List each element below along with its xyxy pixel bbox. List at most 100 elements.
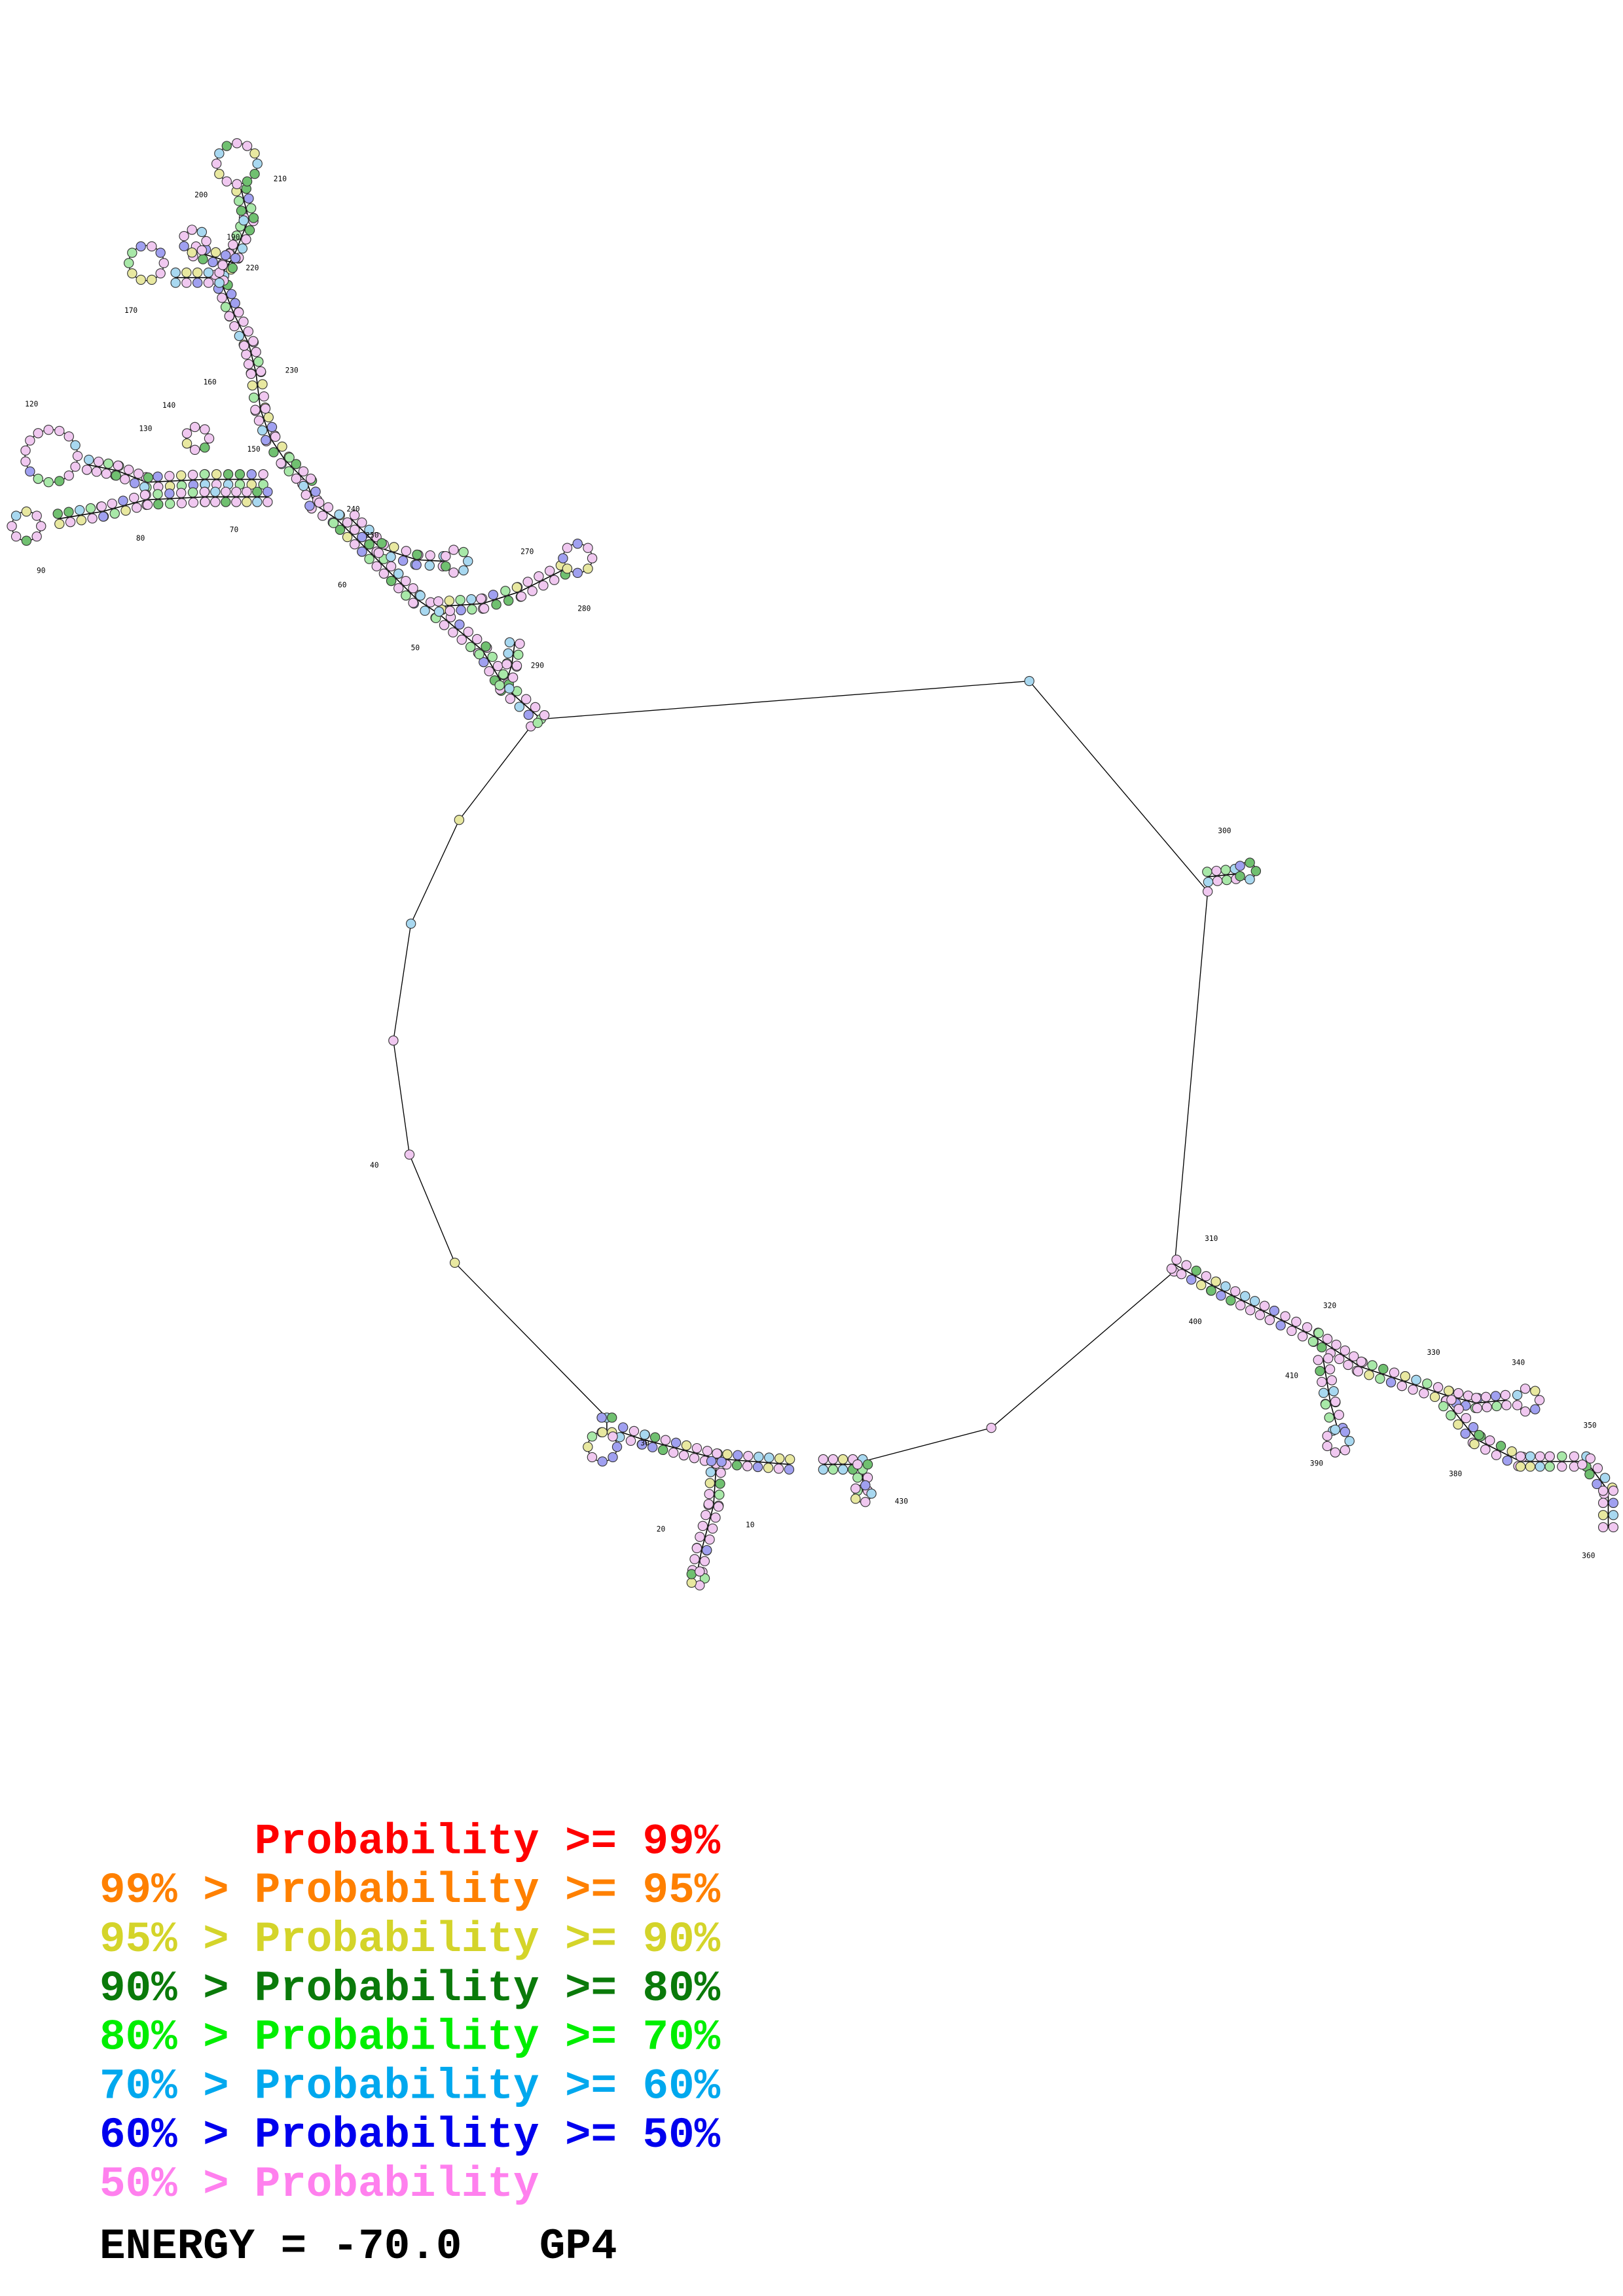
legend-range: Probability >= 70% bbox=[255, 2013, 721, 2062]
nucleotide bbox=[606, 1412, 617, 1423]
nucleotide bbox=[252, 486, 263, 497]
nucleotide bbox=[87, 513, 98, 524]
nucleotide bbox=[837, 1464, 848, 1475]
nucleotide bbox=[389, 542, 399, 552]
nucleotide bbox=[699, 1573, 710, 1584]
nucleotide bbox=[852, 1459, 863, 1470]
nucleotide bbox=[471, 634, 483, 645]
nucleotide bbox=[111, 470, 122, 481]
nucleotide bbox=[1608, 1510, 1618, 1520]
nucleotide bbox=[1429, 1391, 1440, 1403]
nucleotide bbox=[1191, 1265, 1201, 1276]
nucleotide bbox=[572, 538, 583, 549]
nucleotide bbox=[754, 1452, 764, 1462]
nucleotide bbox=[1385, 1377, 1396, 1388]
nucleotide bbox=[1460, 1428, 1470, 1439]
nucleotide bbox=[1597, 1522, 1609, 1533]
nucleotide bbox=[1446, 1410, 1456, 1421]
nucleotide bbox=[1340, 1427, 1351, 1437]
nucleotide bbox=[705, 1467, 716, 1477]
nucleotide bbox=[1495, 1441, 1506, 1451]
nucleotide bbox=[259, 391, 269, 402]
nucleotide bbox=[1520, 1384, 1531, 1394]
nucleotide bbox=[1592, 1463, 1603, 1473]
nucleotide bbox=[408, 598, 418, 608]
nucleotide bbox=[1324, 1412, 1334, 1423]
nucleotide bbox=[433, 596, 444, 607]
nucleotide bbox=[516, 591, 527, 602]
nucleotide bbox=[513, 649, 524, 660]
nucleotide bbox=[1535, 1462, 1545, 1472]
nucleotide bbox=[1480, 1444, 1491, 1455]
nucleotide bbox=[1608, 1522, 1618, 1533]
nucleotide bbox=[1491, 1401, 1502, 1412]
nucleotide bbox=[704, 1478, 716, 1488]
legend-prefix: 70% > bbox=[100, 2062, 229, 2111]
nucleotide bbox=[189, 444, 200, 456]
nucleotide bbox=[243, 326, 254, 337]
nucleotide bbox=[1330, 1424, 1341, 1435]
nucleotide bbox=[136, 241, 146, 252]
nucleotide bbox=[1411, 1374, 1421, 1386]
nucleotide bbox=[31, 511, 42, 521]
nucleotide bbox=[1446, 1395, 1457, 1405]
nucleotide bbox=[1280, 1311, 1290, 1321]
nucleotide bbox=[155, 247, 166, 258]
nucleotide bbox=[1520, 1406, 1531, 1417]
nucleotide bbox=[587, 1431, 598, 1442]
nucleotide bbox=[179, 230, 189, 242]
nucleotide bbox=[1245, 857, 1255, 868]
nucleotide bbox=[1569, 1451, 1580, 1462]
nucleotide bbox=[221, 497, 231, 507]
nucleotide bbox=[1597, 1510, 1609, 1520]
nucleotide bbox=[448, 545, 459, 555]
nucleotide bbox=[158, 258, 169, 268]
nucleotide bbox=[109, 508, 120, 519]
nucleotide bbox=[710, 1513, 721, 1523]
nucleotide bbox=[246, 203, 257, 213]
nucleotide bbox=[433, 606, 445, 617]
nucleotide bbox=[397, 556, 409, 566]
nucleotide bbox=[647, 1442, 658, 1452]
nucleotide bbox=[716, 1467, 726, 1478]
nucleotide bbox=[1472, 1403, 1482, 1414]
nucleotide bbox=[504, 637, 515, 648]
position-label: 40 bbox=[370, 1161, 378, 1170]
position-label: 330 bbox=[1427, 1348, 1440, 1357]
nucleotide bbox=[515, 638, 525, 649]
nucleotide bbox=[1438, 1401, 1449, 1412]
nucleotide bbox=[20, 445, 31, 456]
nucleotide bbox=[1535, 1451, 1545, 1462]
nucleotide bbox=[96, 501, 107, 512]
legend-range: Probability >= 99% bbox=[255, 1817, 721, 1866]
nucleotide bbox=[425, 550, 435, 561]
nucleotide bbox=[484, 666, 494, 677]
nucleotide bbox=[1482, 1402, 1492, 1412]
nucleotide bbox=[189, 422, 200, 433]
nucleotide bbox=[1254, 1310, 1266, 1320]
nucleotide bbox=[1356, 1356, 1367, 1367]
nucleotide bbox=[52, 509, 63, 519]
nucleotide bbox=[234, 469, 246, 480]
nucleotide bbox=[1474, 1429, 1484, 1441]
nucleotide bbox=[608, 1431, 618, 1442]
nucleotide bbox=[103, 458, 114, 469]
legend-range: Probability >= 80% bbox=[255, 1964, 721, 2013]
nucleotide bbox=[500, 586, 511, 596]
nucleotide bbox=[523, 709, 534, 720]
nucleotide bbox=[1220, 865, 1231, 875]
nucleotide bbox=[129, 492, 139, 503]
nucleotide bbox=[298, 480, 309, 492]
nucleotide bbox=[1226, 1295, 1236, 1306]
nucleotide bbox=[1195, 1280, 1207, 1291]
nucleotide bbox=[237, 243, 248, 254]
nucleotide bbox=[317, 511, 328, 521]
nucleotide bbox=[731, 1460, 742, 1471]
nucleotide bbox=[20, 456, 31, 467]
nucleotide bbox=[539, 710, 550, 721]
nucleotide bbox=[328, 518, 339, 528]
nucleotide bbox=[487, 651, 498, 662]
nucleotide bbox=[412, 549, 422, 560]
nucleotide bbox=[448, 627, 458, 637]
nucleotide bbox=[364, 539, 374, 550]
